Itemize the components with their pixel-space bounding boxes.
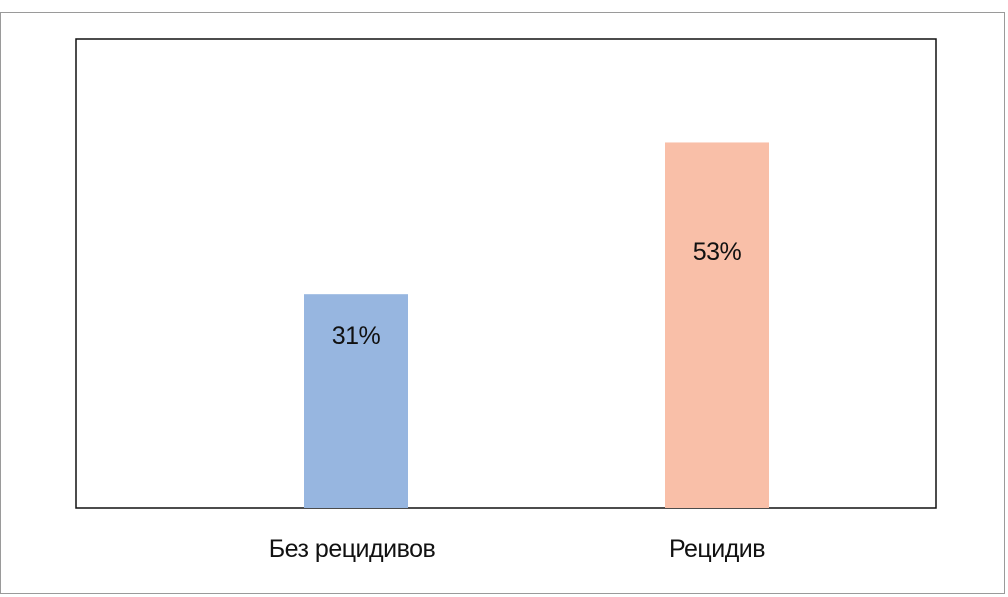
data-label-bez-retsidivov: 31% [332,322,381,350]
bar-retsidiv [665,142,769,509]
category-label-bez-retsidivov: Без рецидивов [269,535,436,563]
bar-bez-retsidivov [304,294,408,508]
bars-group [304,142,769,509]
figure-frame [0,12,1005,594]
data-label-retsidiv: 53% [693,238,742,266]
plot-area-border [75,38,937,509]
category-label-retsidiv: Рецидив [669,535,765,563]
